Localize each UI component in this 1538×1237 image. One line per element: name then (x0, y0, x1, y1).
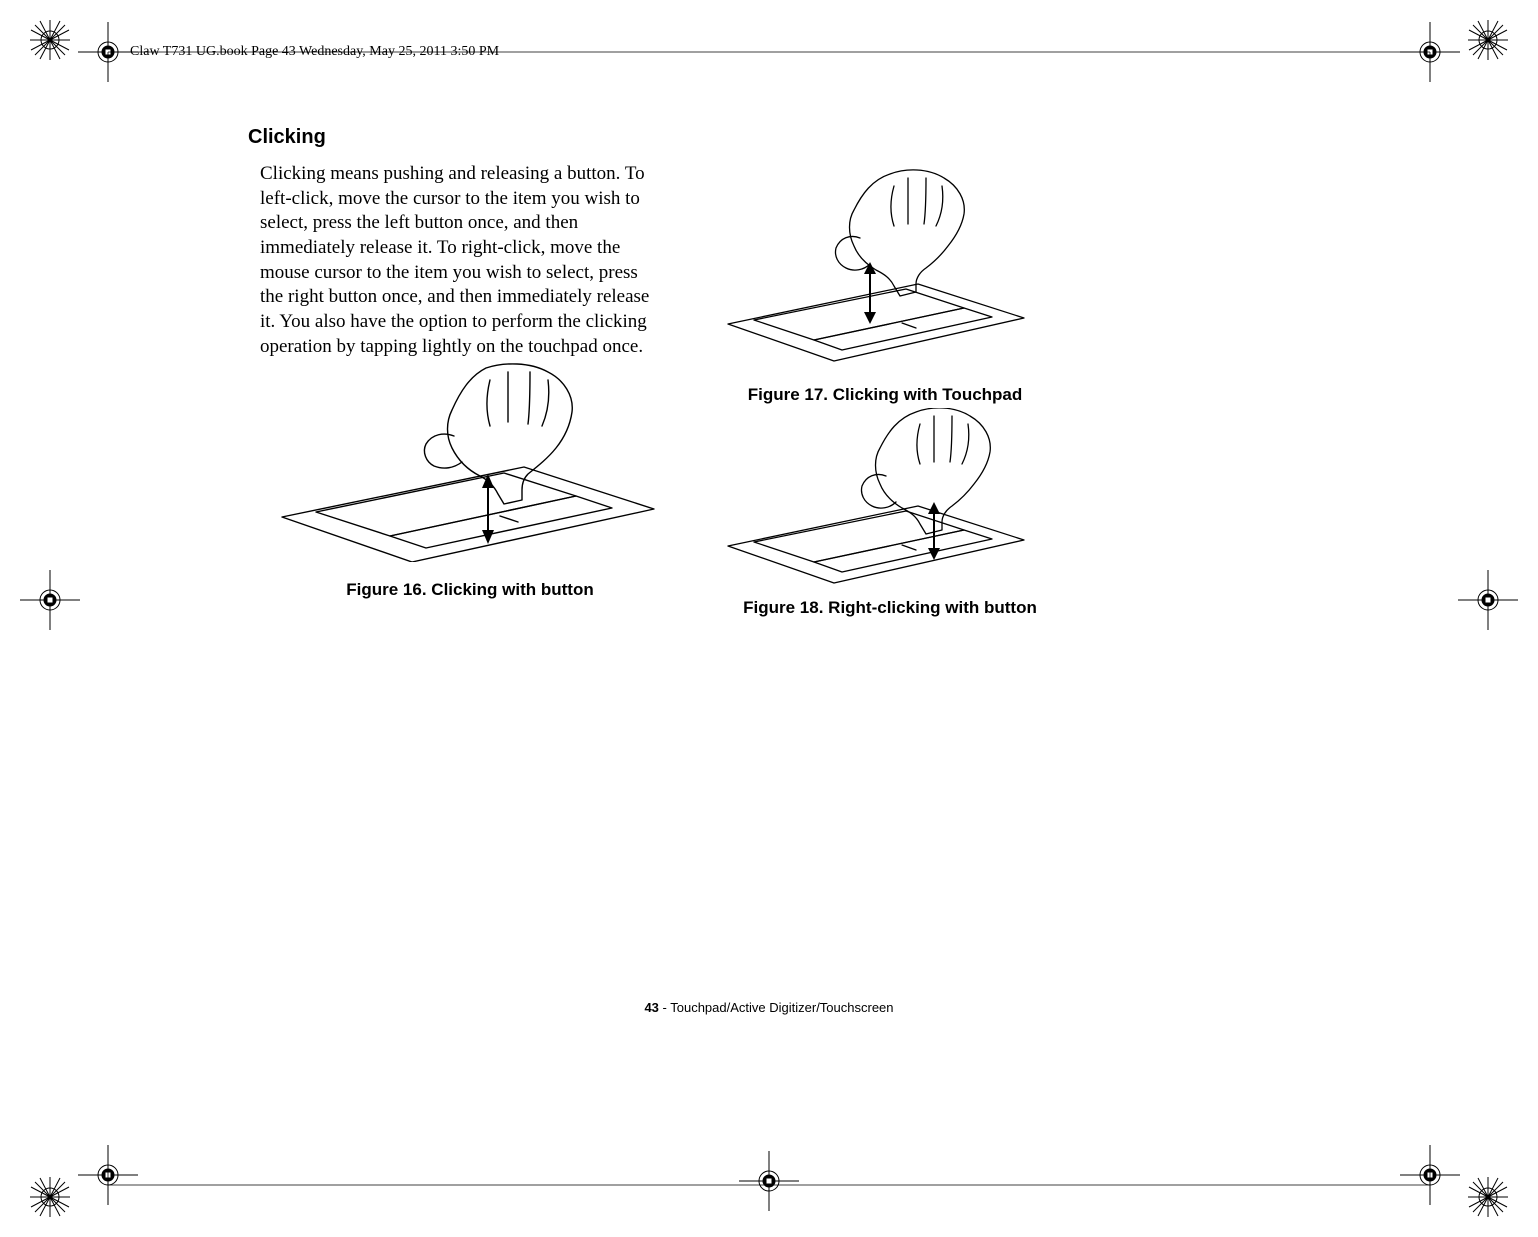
figure-18-caption: Figure 18. Right-clicking with button (720, 598, 1060, 618)
body-paragraph: Clicking means pushing and releasing a b… (260, 162, 662, 360)
figure-16-caption: Figure 16. Clicking with button (300, 580, 640, 600)
figure-17-illustration (720, 166, 1032, 372)
reg-mark-bottom-left-starburst (28, 1175, 72, 1219)
reg-mark-mid-left-cross (20, 570, 80, 630)
section-heading: Clicking (248, 126, 326, 149)
reg-mark-top-right-cross (1400, 22, 1460, 82)
reg-mark-top-left-starburst (28, 18, 72, 62)
reg-mark-mid-right-cross (1458, 570, 1518, 630)
reg-mark-bottom-right-cross (1400, 1145, 1460, 1205)
reg-mark-mid-bottom-cross (739, 1151, 799, 1211)
page-number: 43 (644, 1000, 658, 1015)
header-meta: Claw T731 UG.book Page 43 Wednesday, May… (130, 44, 499, 60)
page-footer: 43 - Touchpad/Active Digitizer/Touchscre… (0, 1000, 1538, 1015)
reg-mark-top-left-cross (78, 22, 138, 82)
reg-mark-bottom-right-starburst (1466, 1175, 1510, 1219)
figure-18-illustration (720, 408, 1032, 590)
reg-mark-top-right-starburst (1466, 18, 1510, 62)
footer-section-title: - Touchpad/Active Digitizer/Touchscreen (659, 1000, 894, 1015)
reg-mark-bottom-left-cross (78, 1145, 138, 1205)
page: Claw T731 UG.book Page 43 Wednesday, May… (0, 0, 1538, 1237)
figure-16-illustration (272, 362, 664, 562)
figure-17-caption: Figure 17. Clicking with Touchpad (720, 385, 1050, 405)
